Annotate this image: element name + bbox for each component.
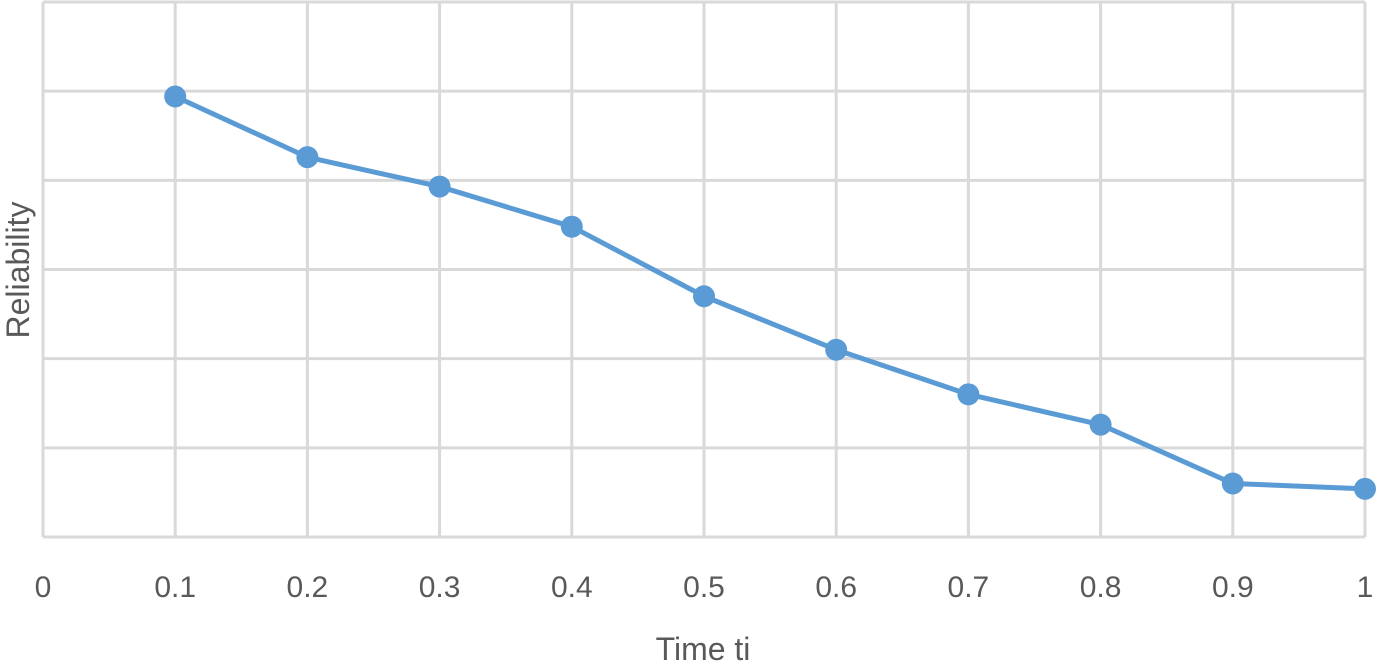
x-tick-label: 0.8: [1080, 571, 1122, 604]
data-point-marker: [560, 215, 583, 238]
data-point-marker: [164, 85, 187, 108]
series-line: [172, 94, 1368, 492]
y-axis-title: Reliability: [0, 202, 36, 339]
x-tick-label: 0.4: [551, 571, 593, 604]
x-tick-label: 0.6: [815, 571, 857, 604]
data-point-marker: [957, 383, 980, 406]
x-tick-label: 0.2: [287, 571, 329, 604]
x-tick-label: 0: [35, 571, 52, 604]
x-tick-label: 0.1: [154, 571, 196, 604]
axes: [41, 2, 1365, 539]
x-axis-title: Time ti: [656, 631, 751, 663]
data-point-marker: [296, 146, 319, 169]
x-tick-label: 0.3: [419, 571, 461, 604]
data-point-marker: [693, 285, 715, 308]
x-tick-labels: 0 0.1 0.2 0.3 0.4 0.5 0.6 0.7 0.8 0.9 1: [35, 571, 1374, 604]
x-tick-label: 1: [1357, 571, 1374, 604]
series-reliability: [164, 85, 1376, 500]
data-point-marker: [428, 175, 451, 198]
gridlines: [43, 0, 1367, 537]
data-point-marker: [1089, 413, 1112, 436]
x-tick-label: 0.7: [948, 571, 990, 604]
data-point-marker: [825, 338, 848, 361]
data-point-marker: [1354, 477, 1376, 500]
x-tick-label: 0.5: [683, 571, 725, 604]
x-tick-label: 0.9: [1212, 571, 1254, 604]
data-point-marker: [1221, 472, 1244, 495]
